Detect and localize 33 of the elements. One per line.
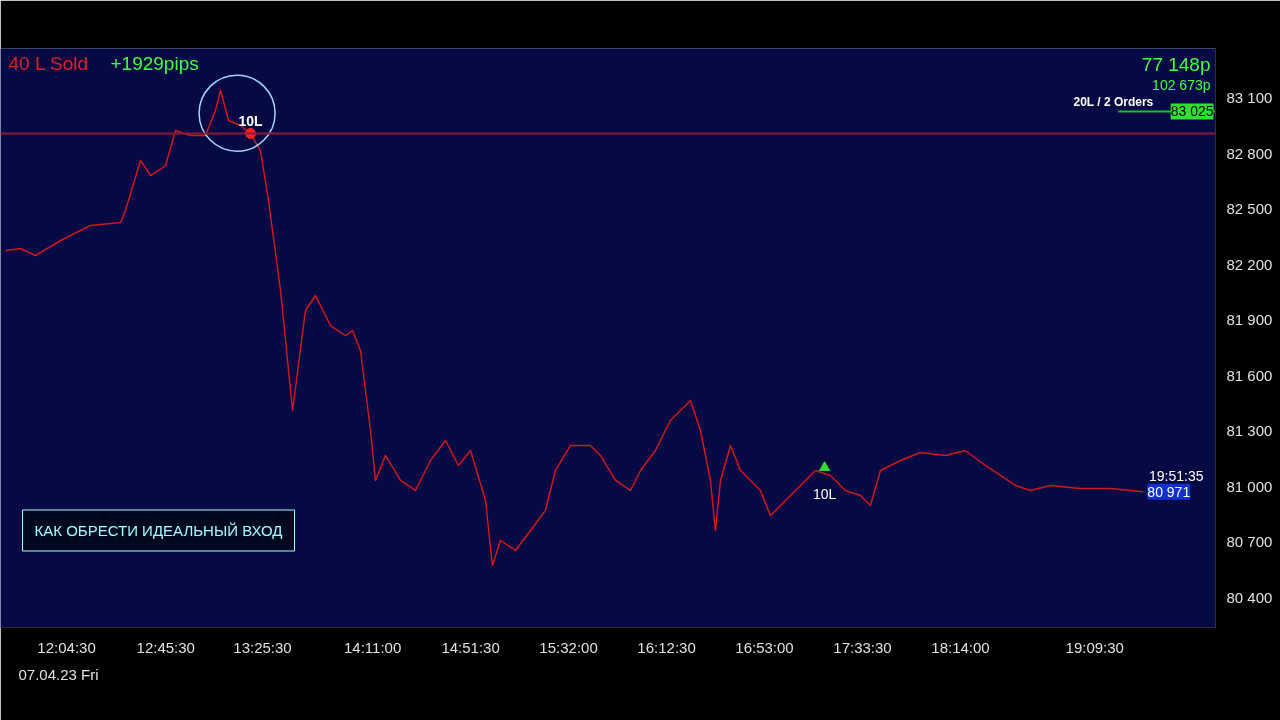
x-tick-label: 17:33:30	[833, 638, 892, 656]
y-tick-label: 80 700	[1226, 533, 1273, 551]
x-tick-label: 16:53:00	[735, 638, 794, 656]
y-tick-label: 82 200	[1226, 255, 1273, 273]
annotation: 19:51:35	[1149, 467, 1204, 484]
ref-line-label: 20L / 2 Orders	[1073, 95, 1154, 110]
y-tick-label: 81 900	[1226, 311, 1273, 329]
annotation: 77 148p	[1141, 54, 1211, 75]
annotation: 10L	[238, 113, 263, 130]
x-tick-label: 12:04:30	[37, 638, 96, 656]
x-tick-label: 14:11:00	[343, 638, 402, 656]
x-tick-label: 13:25:30	[233, 638, 292, 656]
x-tick-label: 15:32:00	[539, 638, 598, 656]
x-tick-label: 18:14:00	[931, 638, 990, 656]
annotation: 83 025	[1170, 103, 1214, 120]
annotation: КАК ОБРЕСТИ ИДЕАЛЬНЫЙ ВХОД	[34, 522, 283, 539]
y-tick-label: 82 500	[1226, 200, 1273, 218]
annotation: 40 L Sold	[8, 53, 89, 74]
y-tick-label: 80 400	[1226, 589, 1273, 606]
x-tick-label: 16:12:30	[637, 638, 696, 656]
y-tick-label: 81 000	[1226, 477, 1273, 495]
x-tick-label: 19:09:30	[1065, 638, 1124, 656]
annotation: 102 673p	[1152, 76, 1211, 93]
y-tick-label: 81 600	[1226, 366, 1273, 384]
y-tick-label: 81 300	[1226, 422, 1273, 440]
y-tick-label: 82 800	[1226, 144, 1273, 162]
x-tick-label: 14:51:30	[441, 638, 500, 656]
y-tick-label: 83 100	[1226, 89, 1273, 107]
annotation: 80 971	[1147, 483, 1191, 500]
annotation: +1929pips	[110, 53, 199, 74]
annotation: 10L	[812, 485, 837, 502]
x-tick-label: 12:45:30	[136, 638, 195, 656]
text: 07.04.23 Fri	[18, 665, 99, 683]
